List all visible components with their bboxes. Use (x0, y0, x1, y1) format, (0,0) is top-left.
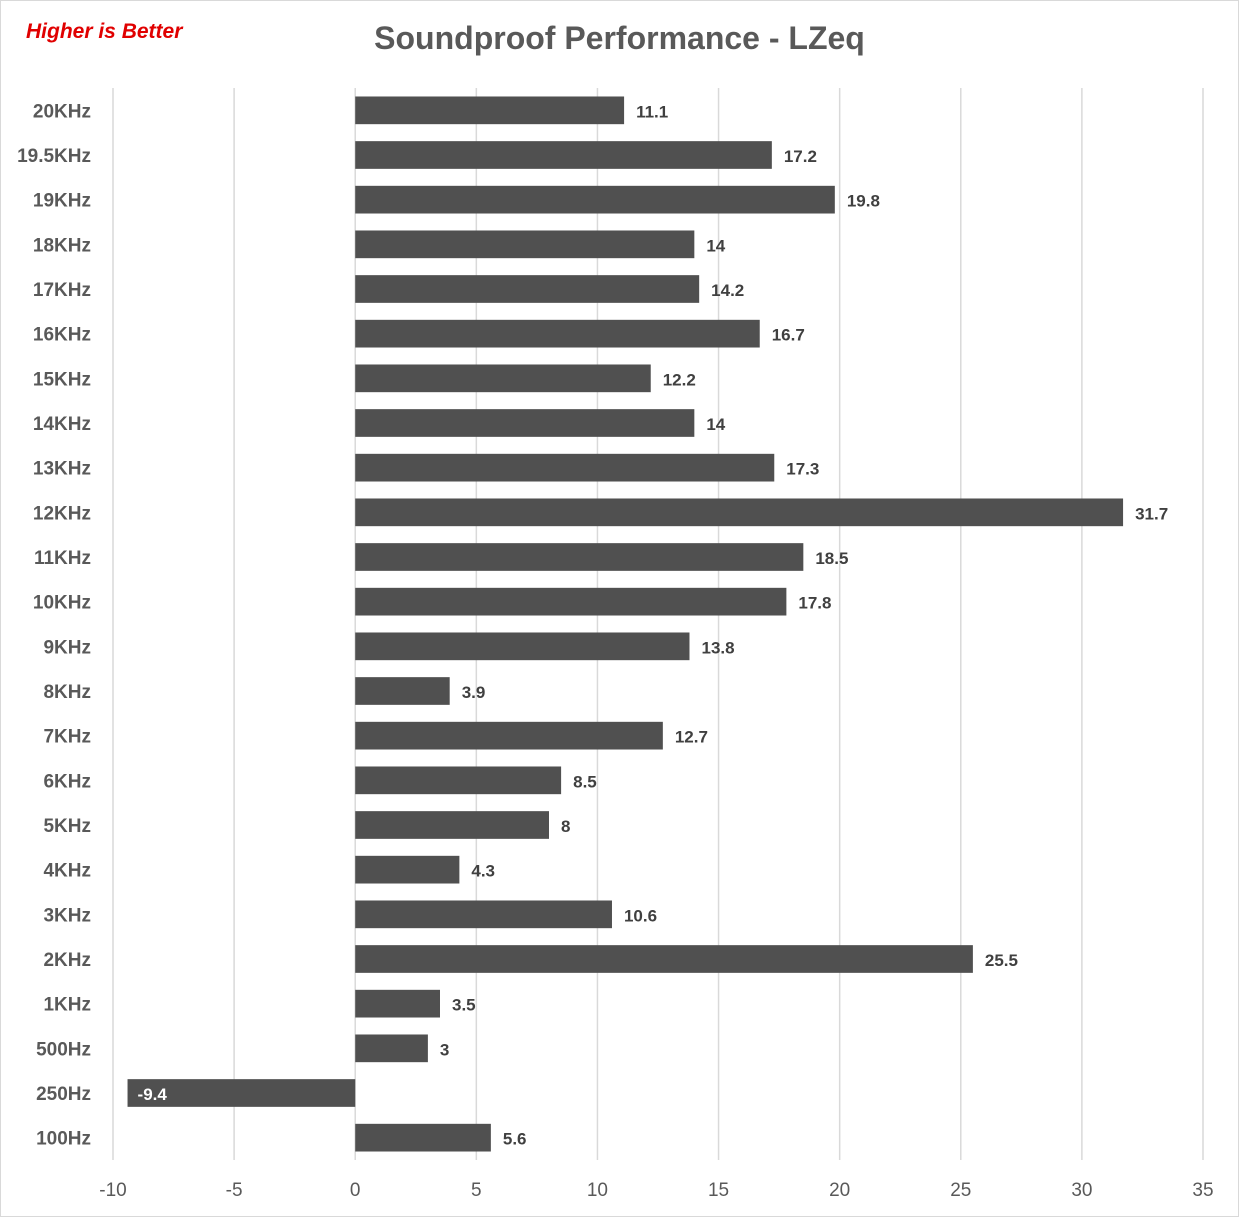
data-label: 19.8 (847, 192, 880, 211)
data-label: 8 (561, 817, 570, 836)
bar (355, 230, 695, 259)
bar (355, 677, 450, 705)
category-label: 11KHz (34, 548, 91, 569)
data-label: 14 (706, 236, 725, 255)
category-label: 19.5KHz (17, 146, 91, 167)
category-label: 100Hz (36, 1129, 91, 1150)
category-label: 12KHz (33, 503, 91, 524)
bar (355, 766, 562, 795)
bar (355, 1123, 491, 1152)
data-label: 17.3 (786, 460, 819, 479)
bar (355, 945, 973, 973)
chart-title: Soundproof Performance - LZeq (374, 20, 865, 56)
x-tick-label: 15 (708, 1180, 729, 1201)
bar (355, 96, 625, 125)
data-label: 8.5 (573, 772, 597, 791)
data-label: 14 (706, 415, 725, 434)
category-label: 2KHz (43, 950, 91, 971)
bar (355, 319, 760, 348)
x-tick-label: 20 (829, 1180, 850, 1201)
category-label: 17KHz (33, 280, 91, 301)
x-tick-label: 35 (1192, 1180, 1213, 1201)
bar (355, 141, 772, 169)
bar (355, 989, 440, 1018)
x-tick-label: 30 (1071, 1180, 1092, 1201)
x-tick-label: -5 (226, 1180, 243, 1201)
bar (355, 1034, 428, 1063)
data-label: 16.7 (772, 326, 805, 345)
category-label: 10KHz (33, 593, 91, 614)
category-label: 16KHz (33, 325, 91, 346)
bar (355, 900, 612, 929)
data-label: 4.3 (471, 862, 495, 881)
bar (355, 364, 651, 393)
category-label: 14KHz (33, 414, 91, 435)
bar (355, 721, 663, 750)
category-label: 500Hz (36, 1039, 91, 1060)
data-label: 10.6 (624, 906, 657, 925)
category-label: 4KHz (43, 861, 91, 882)
bar (355, 409, 695, 437)
category-label: 7KHz (43, 727, 91, 748)
data-label: -9.4 (138, 1085, 168, 1104)
bar (355, 811, 549, 839)
category-label: 15KHz (33, 369, 91, 390)
bar (355, 855, 460, 884)
bar (355, 275, 700, 303)
bar (355, 498, 1124, 527)
category-label: 1KHz (43, 995, 91, 1016)
category-label: 250Hz (36, 1084, 91, 1105)
higher-is-better-note: Higher is Better (26, 20, 183, 43)
bar (355, 185, 835, 214)
x-tick-label: 5 (471, 1180, 482, 1201)
category-label: 19KHz (33, 191, 91, 212)
data-label: 17.2 (784, 147, 817, 166)
data-label: 13.8 (701, 638, 734, 657)
category-label: 18KHz (33, 235, 91, 256)
bar (127, 1079, 356, 1107)
category-label: 6KHz (43, 771, 91, 792)
x-tick-label: 10 (587, 1180, 608, 1201)
bar (355, 632, 690, 661)
category-label: 5KHz (43, 816, 91, 837)
bar (355, 453, 775, 482)
category-label: 8KHz (43, 682, 91, 703)
data-label: 3.5 (452, 996, 476, 1015)
bar (355, 543, 804, 571)
data-label: 31.7 (1135, 504, 1168, 523)
category-label: 3KHz (43, 905, 91, 926)
data-label: 17.8 (798, 594, 831, 613)
data-label: 12.2 (663, 370, 696, 389)
category-label: 13KHz (33, 459, 91, 480)
category-label: 9KHz (43, 637, 91, 658)
data-label: 12.7 (675, 728, 708, 747)
data-label: 18.5 (815, 549, 848, 568)
x-tick-label: 0 (350, 1180, 361, 1201)
data-label: 25.5 (985, 951, 1018, 970)
x-tick-label: 25 (950, 1180, 971, 1201)
category-label: 20KHz (33, 101, 91, 122)
bar (355, 587, 787, 616)
data-label: 3 (440, 1040, 449, 1059)
data-label: 5.6 (503, 1130, 527, 1149)
data-label: 11.1 (636, 102, 668, 121)
x-tick-label: -10 (99, 1180, 126, 1201)
data-label: 14.2 (711, 281, 744, 300)
data-label: 3.9 (462, 683, 486, 702)
